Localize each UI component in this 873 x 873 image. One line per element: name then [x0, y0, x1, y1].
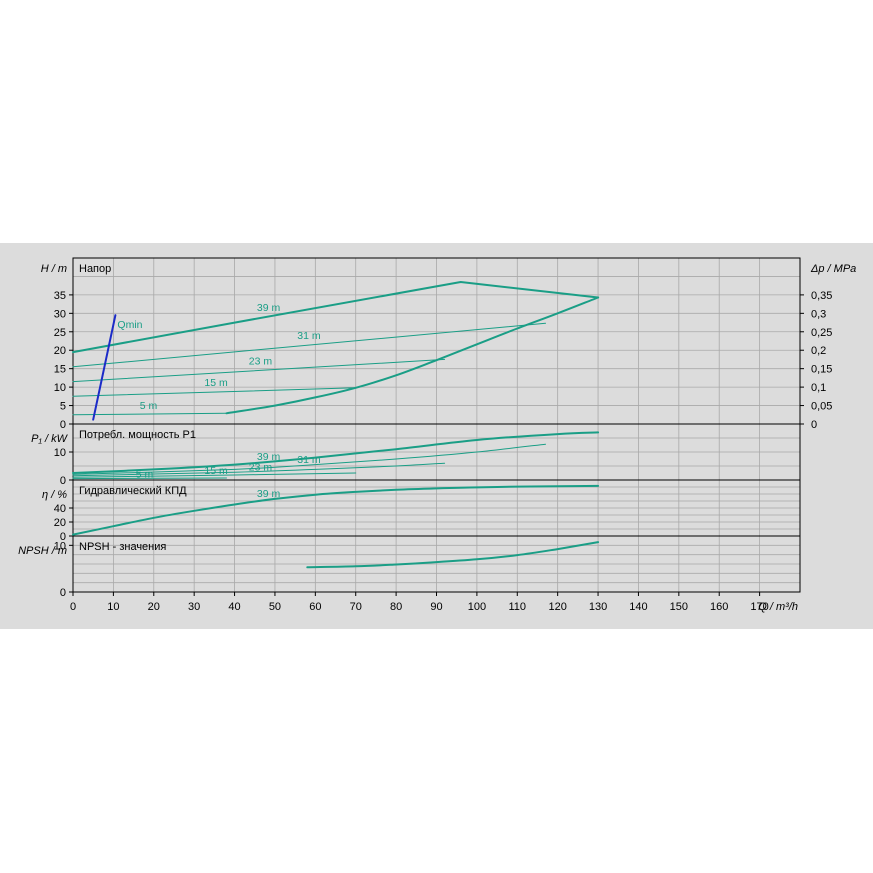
series-line-15-m-panel-1 — [72, 387, 357, 397]
x-tick-label: 100 — [468, 601, 486, 613]
x-tick-label: 20 — [148, 601, 160, 613]
x-tick-label: 80 — [390, 601, 402, 613]
series-line-5-m-panel-2 — [72, 477, 227, 480]
y-tick-label: 10 — [54, 540, 66, 552]
y2-tick-label: 0 — [811, 419, 817, 431]
eta-axis-label: η / % — [42, 489, 67, 501]
y2-tick-label: 0,15 — [811, 364, 832, 376]
series-line-31-m-panel-2 — [72, 443, 546, 475]
y-tick-label: 10 — [54, 447, 66, 459]
qmin-label: Qmin — [117, 319, 142, 331]
y-tick-label: 40 — [54, 503, 66, 515]
series-line-31-m-panel-1 — [72, 322, 546, 368]
p1-curve-label: 5 m — [136, 468, 154, 480]
x-tick-label: 170 — [750, 601, 768, 613]
y-tick-label: 20 — [54, 345, 66, 357]
y-tick-label: 25 — [54, 327, 66, 339]
x-tick-label: 90 — [430, 601, 442, 613]
series-line-39-m-panel-3 — [72, 484, 600, 536]
series-line-39-m-panel-2 — [72, 431, 600, 474]
y2-tick-label: 0,1 — [811, 382, 826, 394]
y-tick-label: 10 — [54, 382, 66, 394]
series-line-5-m-panel-1 — [72, 412, 227, 416]
x-tick-label: 130 — [589, 601, 607, 613]
y2-tick-label: 0,05 — [811, 401, 832, 413]
x-tick-label: 70 — [350, 601, 362, 613]
series-line-39-m-panel-1 — [72, 281, 600, 354]
y-tick-label: 5 — [60, 401, 66, 413]
x-tick-label: 110 — [509, 601, 527, 613]
plot-area-1: 0 5 10 15 20 25 30 35 Напор — [54, 257, 801, 431]
q-axis-label: Q / m³/h — [758, 601, 798, 613]
curve-label: 5 m — [140, 400, 158, 412]
x-tick-label: 140 — [629, 601, 647, 613]
x-tick-label: 60 — [309, 601, 321, 613]
curve-label: 31 m — [297, 330, 321, 342]
plot-area-4: 0 10 NPSH - значения — [54, 535, 801, 599]
p1-curve-label: 23 m — [249, 461, 273, 473]
x-tick-label: 0 — [70, 601, 76, 613]
y2-tick-label: 0,2 — [811, 345, 826, 357]
x-tick-label: 120 — [548, 601, 566, 613]
series-line-23-m-panel-1 — [72, 358, 446, 383]
eta-curve-label: 39 m — [257, 488, 281, 500]
series-line-15-m-panel-2 — [72, 472, 357, 478]
series-line-system-panel-1 — [225, 296, 600, 415]
y2-tick-label: 0,35 — [811, 290, 832, 302]
p1-curve-label: 31 m — [297, 454, 321, 466]
y-tick-label: 20 — [54, 517, 66, 529]
x-tick-label: 30 — [188, 601, 200, 613]
p1-axis-label: P₁ / kW — [31, 433, 68, 445]
p1-curve-label: 39 m — [257, 451, 281, 463]
series-line-23-m-panel-2 — [72, 462, 446, 477]
npsh-axis-label: NPSH / m — [18, 545, 67, 557]
y2-tick-label: 0,3 — [811, 308, 826, 320]
plot-area-2: 0 10 Потребл. мощность P1 — [54, 423, 801, 487]
x-tick-label: 150 — [670, 601, 688, 613]
panel-title: Гидравлический КПД — [79, 485, 187, 497]
y-tick-label: 35 — [54, 290, 66, 302]
y-tick-label: 0 — [60, 531, 66, 543]
curve-label: 23 m — [249, 356, 273, 368]
series-line-system-panel-4 — [306, 541, 600, 569]
y2-tick-label: 0,25 — [811, 327, 832, 339]
x-tick-label: 10 — [107, 601, 119, 613]
x-tick-label: 160 — [710, 601, 728, 613]
h-axis-label: H / m — [41, 263, 67, 275]
panel-title: NPSH - значения — [79, 541, 166, 553]
curve-label: 39 m — [257, 302, 281, 314]
panel-title: Потребл. мощность P1 — [79, 429, 196, 441]
dp-axis-label: Δp / MPa — [810, 263, 856, 275]
x-tick-label: 40 — [228, 601, 240, 613]
series-line-qmin-panel-1 — [92, 314, 117, 421]
y-tick-label: 15 — [54, 364, 66, 376]
curve-label: 15 m — [204, 377, 228, 389]
y-tick-label: 30 — [54, 308, 66, 320]
x-tick-label: 50 — [269, 601, 281, 613]
panel-title: Напор — [79, 263, 111, 275]
p1-curve-label: 15 m — [204, 465, 228, 477]
y-tick-label: 0 — [60, 475, 66, 487]
y-tick-label: 0 — [60, 587, 66, 599]
y-tick-label: 0 — [60, 419, 66, 431]
